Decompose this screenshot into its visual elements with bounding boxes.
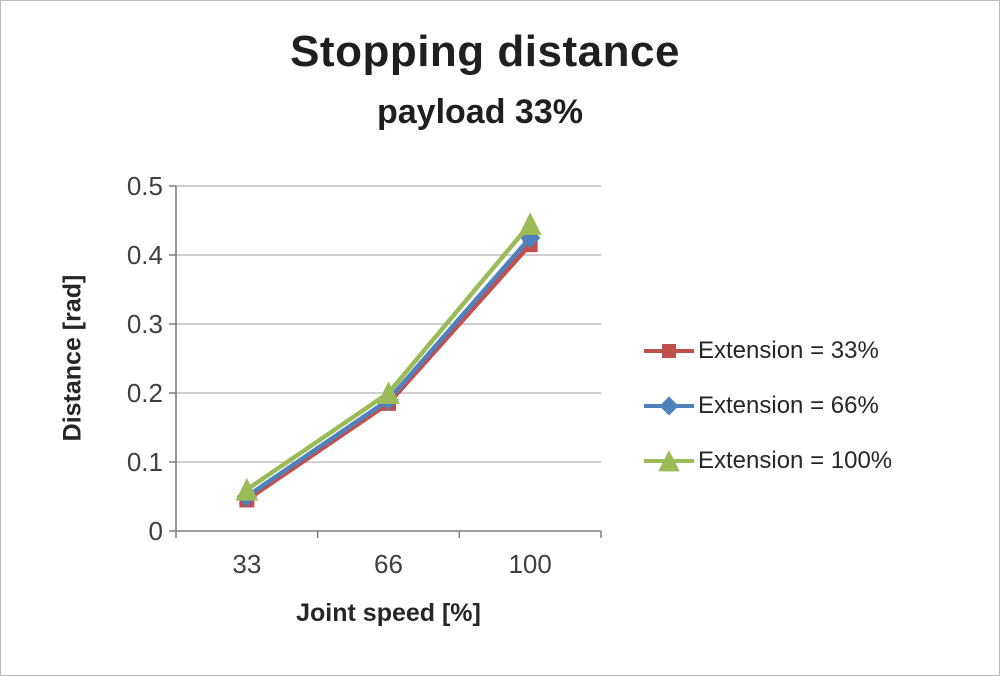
legend-marker-triangle-icon: [644, 449, 694, 472]
x-tick-label: 66: [374, 549, 403, 579]
triangle-marker-icon: [658, 449, 680, 472]
triangle-marker-icon: [235, 477, 259, 501]
x-tick-label: 33: [232, 549, 262, 579]
y-tick-label: 0.5: [126, 171, 163, 201]
legend: Extension = 33% Extension = 66% Extensio…: [643, 337, 892, 475]
diamond-marker-icon: [659, 396, 679, 416]
legend-label: Extension = 66%: [698, 392, 879, 419]
chart-subtitle: payload 33%: [377, 93, 583, 131]
legend-item: Extension = 100%: [643, 447, 892, 475]
legend-marker-diamond-icon: [644, 396, 694, 416]
legend-label: Extension = 33%: [698, 337, 879, 364]
x-axis-title: Joint speed [%]: [296, 599, 481, 627]
triangle-marker-icon: [377, 381, 400, 405]
y-tick-label: 0.3: [126, 309, 163, 339]
legend-item: Extension = 33%: [643, 337, 892, 365]
x-tick-label: 100: [508, 549, 552, 579]
chart-title: Stopping distance: [290, 27, 680, 76]
y-axis-tick-labels: 0 0.1 0.2 0.3 0.4 0.5: [1, 1, 163, 675]
legend-label: Extension = 100%: [698, 447, 893, 474]
square-marker-icon: [662, 344, 676, 358]
y-tick-label: 0.4: [126, 240, 163, 270]
legend-item: Extension = 66%: [643, 392, 892, 420]
y-tick-label: 0.1: [126, 447, 163, 477]
y-tick-label: 0.2: [126, 378, 163, 408]
triangle-marker-icon: [518, 212, 542, 235]
y-tick-label: 0: [148, 516, 163, 546]
legend-marker-square-icon: [644, 344, 694, 358]
